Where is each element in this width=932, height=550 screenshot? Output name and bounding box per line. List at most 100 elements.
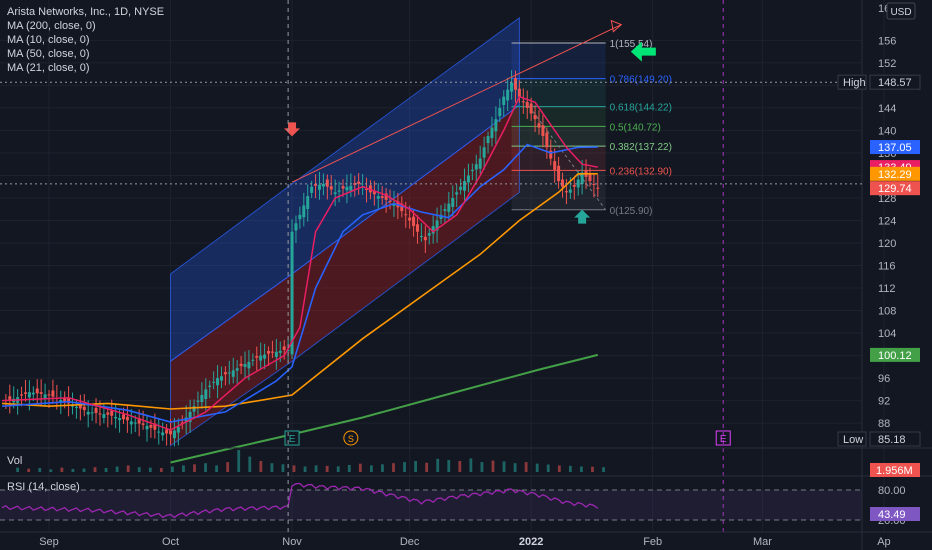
volume-bar xyxy=(425,462,429,472)
candle-body xyxy=(431,226,435,234)
candle-body xyxy=(419,235,423,237)
rsi-badge-text: 43.49 xyxy=(878,509,906,521)
annotations[interactable] xyxy=(284,41,656,224)
candle-body xyxy=(274,351,278,357)
candle-body xyxy=(341,186,345,189)
candle-body xyxy=(521,101,525,103)
volume-bar xyxy=(137,467,141,472)
volume-bar xyxy=(392,463,395,472)
candle-body xyxy=(298,214,302,220)
candle-body xyxy=(153,423,157,430)
price-tick: 144 xyxy=(878,103,896,115)
candle-body xyxy=(294,223,298,231)
price-badge xyxy=(870,140,920,155)
ma200-line xyxy=(170,353,599,464)
rsi-badge xyxy=(870,507,920,521)
indicator-ma50[interactable]: MA (50, close, 0) xyxy=(7,48,90,60)
candle-body xyxy=(553,161,557,170)
candle-body xyxy=(172,430,176,439)
time-axis[interactable]: Sep Oct Nov Dec 2022 Feb Mar Ap xyxy=(39,536,890,548)
candle-body xyxy=(239,363,243,367)
price-badge xyxy=(870,166,920,181)
fib-level-label: 0.236(132.90) xyxy=(610,166,672,177)
volume-bar xyxy=(281,464,285,472)
fib-level-label: 0.786(149.20) xyxy=(610,75,672,86)
candle-body xyxy=(357,181,361,184)
volume-bar xyxy=(60,467,64,472)
candle-body xyxy=(169,430,173,435)
candle-body xyxy=(345,186,349,191)
candle-body xyxy=(235,368,239,371)
candle-body xyxy=(517,88,521,97)
volume-bar xyxy=(325,465,329,472)
candle-body xyxy=(333,192,337,195)
legend: Arista Networks, Inc., 1D, NYSE MA (200,… xyxy=(7,6,164,493)
currency-label: USD xyxy=(890,7,911,18)
volume-bar xyxy=(171,466,174,472)
price-tick: 108 xyxy=(878,306,896,318)
ma50-line xyxy=(1,173,598,410)
candle-body xyxy=(219,376,223,381)
indicator-ma21[interactable]: MA (21, close, 0) xyxy=(7,62,90,74)
time-tick: Ap xyxy=(877,536,890,548)
volume-badge-text: 1.956M xyxy=(876,465,913,477)
rsi-label[interactable]: RSI (14, close) xyxy=(7,481,80,493)
candle-body xyxy=(247,361,251,369)
candle-body xyxy=(549,150,553,159)
candle-body xyxy=(47,394,51,396)
candle-body xyxy=(576,179,580,188)
candle-body xyxy=(392,203,396,206)
trend-arrow-icon xyxy=(610,19,623,33)
candle-body xyxy=(588,173,592,182)
volume-bar xyxy=(524,462,528,472)
candle-body xyxy=(388,200,392,202)
volume-bar xyxy=(602,467,605,472)
candle-body xyxy=(118,418,122,421)
candle-body xyxy=(372,191,376,195)
indicator-ma10[interactable]: MA (10, close, 0) xyxy=(7,34,90,46)
indicator-ma200[interactable]: MA (200, close, 0) xyxy=(7,20,96,32)
price-badge-text: 100.12 xyxy=(878,350,912,362)
volume-label[interactable]: Vol xyxy=(7,455,22,467)
low-label-box xyxy=(837,431,867,447)
trend-line[interactable] xyxy=(291,24,622,183)
fib-zone xyxy=(511,106,606,127)
volume-bar xyxy=(49,469,53,472)
price-tick: 88 xyxy=(878,418,890,430)
volume-bar xyxy=(568,465,572,472)
candle-body xyxy=(188,411,192,422)
regression-channel[interactable] xyxy=(170,16,520,447)
candle-body xyxy=(545,132,549,148)
volume-bar xyxy=(469,458,473,472)
volume-bar xyxy=(259,461,263,472)
candle-body xyxy=(443,209,447,211)
volume-bar xyxy=(204,463,207,472)
candle-body xyxy=(525,102,529,108)
time-tick: Oct xyxy=(162,536,179,548)
candle-body xyxy=(137,418,141,424)
chart-title[interactable]: Arista Networks, Inc., 1D, NYSE xyxy=(7,6,164,18)
price-tick: 128 xyxy=(878,193,896,205)
volume-bar xyxy=(447,459,451,472)
candle-body xyxy=(267,350,271,354)
volume-bar xyxy=(248,456,252,472)
candle-body xyxy=(290,231,294,355)
candle-body xyxy=(564,191,568,193)
candle-body xyxy=(20,394,24,396)
candle-body xyxy=(533,114,537,120)
candle-body xyxy=(314,184,318,186)
currency-button[interactable]: USD xyxy=(886,2,916,20)
candle-body xyxy=(165,429,169,434)
volume-bar xyxy=(16,467,20,472)
fib-level-label: 0.382(137.22) xyxy=(610,142,672,153)
ma10-line xyxy=(1,95,598,431)
candle-body xyxy=(486,136,490,144)
candle-body xyxy=(278,350,282,353)
fib-level-label: 0(125.90) xyxy=(610,206,653,217)
volume-bar xyxy=(115,466,119,472)
candle-body xyxy=(200,394,204,403)
candle-body xyxy=(121,414,125,420)
candle-body xyxy=(125,416,129,421)
